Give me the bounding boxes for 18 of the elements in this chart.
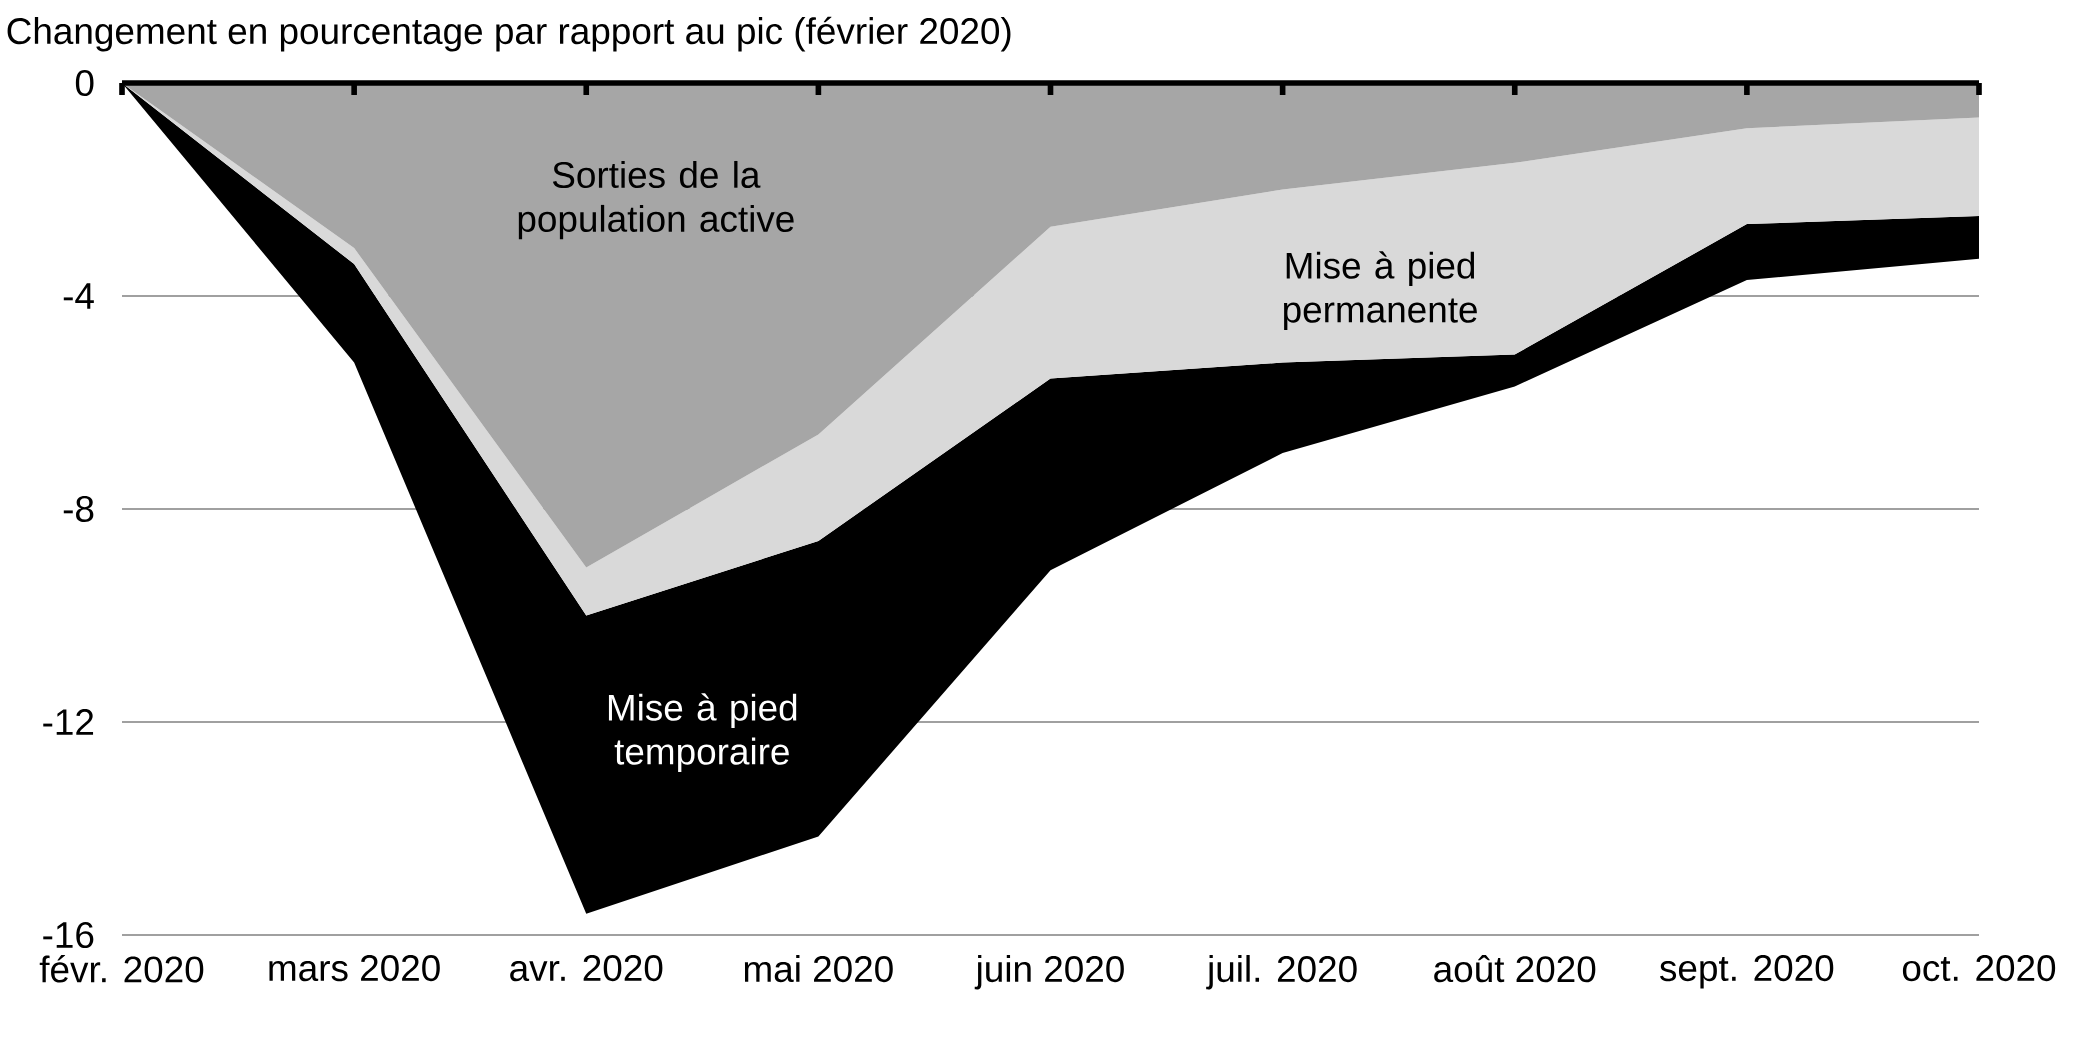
y-tick-label: -8 [63,495,94,523]
x-tick-label: mai 2020 [744,955,893,983]
series-label: Mise à pied temporaire [608,693,797,773]
x-tick-label: juil. 2020 [1206,955,1357,990]
x-tick-label: sept. 2020 [1660,955,1834,989]
x-tick-label: févr. 2020 [39,955,204,983]
x-tick-label: mars 2020 [269,955,440,982]
y-tick-label: 0 [75,69,94,97]
y-axis-title: Changement en pourcentage par rapport au pic (février 2020) [7,16,1011,52]
x-tick-label: juin 2020 [974,955,1124,990]
x-tick-label: avr. 2020 [510,955,663,982]
x-tick-label: août 2020 [1434,955,1596,983]
series-label: Sorties de la population active [518,160,794,240]
y-tick-label: -12 [43,709,94,735]
series-label: Mise à pied permanente [1284,251,1477,331]
y-tick-label: -4 [63,283,94,309]
x-tick-label: oct. 2020 [1902,955,2056,982]
y-tick-label: -16 [43,921,94,949]
